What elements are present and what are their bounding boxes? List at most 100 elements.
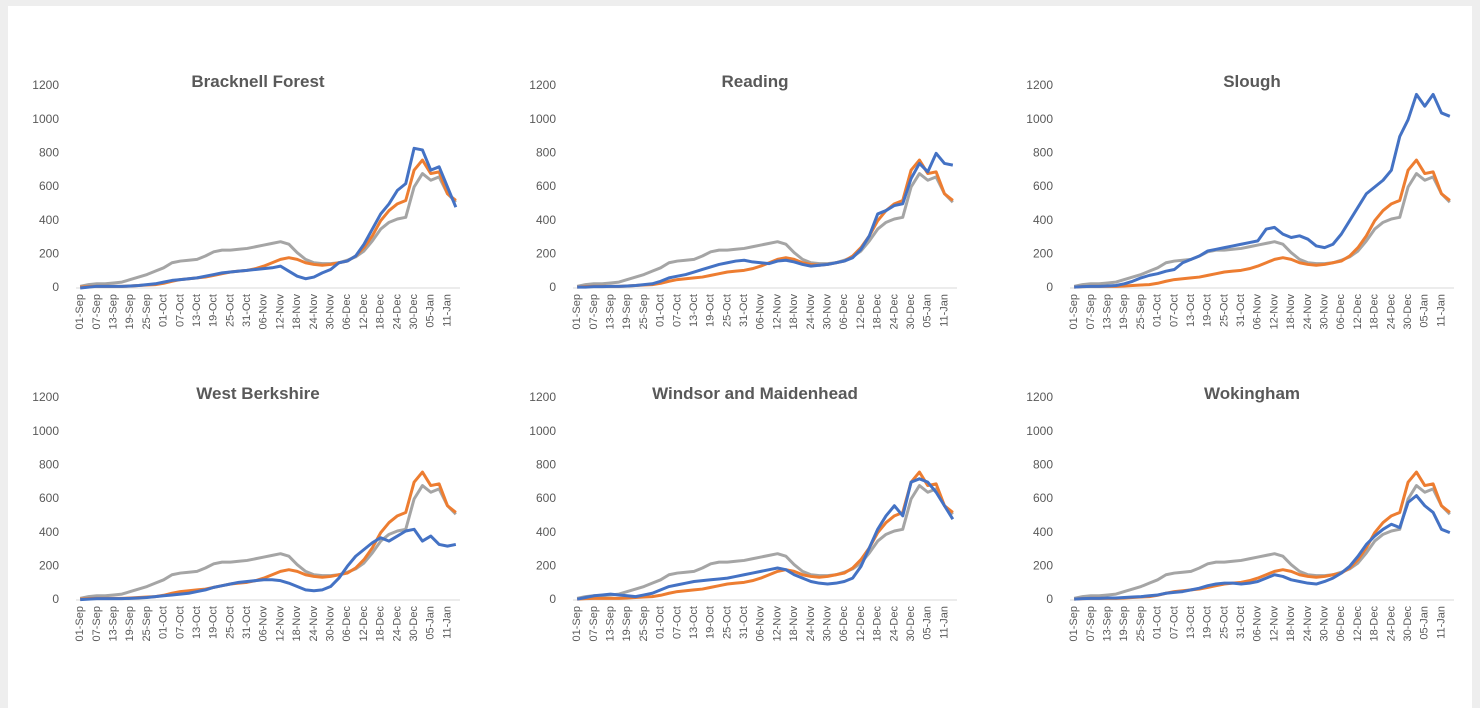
x-tick-label: 13-Oct: [1185, 294, 1197, 327]
x-tick-label: 25-Sep: [141, 606, 153, 641]
x-tick-label: 24-Nov: [805, 294, 817, 330]
x-tick-label: 13-Oct: [688, 606, 700, 639]
x-tick-label: 19-Sep: [1118, 606, 1130, 641]
x-tick-label: 06-Nov: [755, 294, 767, 330]
x-tick-label: 24-Nov: [1302, 606, 1314, 642]
y-tick-label: 1000: [1026, 424, 1053, 438]
x-tick-label: 13-Sep: [1101, 294, 1113, 329]
x-tick-label: 30-Nov: [1319, 294, 1331, 330]
y-tick-label: 1000: [32, 112, 59, 126]
x-tick-label: 06-Dec: [1335, 294, 1347, 330]
x-tick-label: 30-Dec: [408, 606, 420, 642]
x-tick-label: 07-Sep: [91, 606, 103, 641]
x-tick-label: 01-Oct: [1152, 606, 1164, 639]
x-tick-label: 25-Sep: [638, 606, 650, 641]
chart-title: Bracknell Forest: [191, 72, 325, 91]
x-tick-label: 18-Nov: [291, 606, 303, 642]
series-line: [1074, 158, 1451, 289]
x-tick-label: 19-Sep: [124, 606, 136, 641]
x-tick-label: 13-Oct: [191, 294, 203, 327]
x-tick-label: 24-Dec: [391, 606, 403, 642]
y-tick-label: 800: [1033, 146, 1053, 160]
x-tick-label: 01-Sep: [571, 294, 583, 329]
x-tick-label: 05-Jan: [1419, 606, 1431, 640]
x-tick-label: 24-Nov: [1302, 294, 1314, 330]
y-tick-label: 200: [536, 247, 556, 261]
series-line: [79, 172, 457, 288]
x-tick-label: 24-Dec: [888, 606, 900, 642]
chart-title: Slough: [1223, 72, 1281, 91]
x-tick-label: 07-Oct: [174, 294, 186, 327]
chart-panel: Bracknell Forest 0 200 400 600 800 1000 1200 01-…: [32, 72, 460, 329]
x-tick-label: 30-Nov: [822, 294, 834, 330]
x-tick-label: 18-Nov: [291, 294, 303, 330]
x-tick-label: 24-Dec: [391, 294, 403, 330]
x-tick-label: 25-Sep: [141, 294, 153, 329]
y-tick-label: 800: [39, 146, 59, 160]
x-tick-label: 07-Oct: [671, 606, 683, 639]
x-tick-label: 31-Oct: [738, 606, 750, 639]
chart-title: Reading: [721, 72, 788, 91]
x-tick-label: 07-Oct: [174, 606, 186, 639]
y-tick-label: 600: [39, 179, 59, 193]
y-tick-label: 800: [39, 458, 59, 472]
x-tick-label: 06-Dec: [838, 294, 850, 330]
x-tick-label: 12-Dec: [1352, 606, 1364, 642]
x-tick-label: 19-Sep: [621, 294, 633, 329]
x-tick-label: 13-Sep: [1101, 606, 1113, 641]
y-tick-label: 0: [549, 280, 556, 294]
x-tick-label: 01-Sep: [74, 606, 86, 641]
x-tick-label: 06-Nov: [258, 294, 270, 330]
x-tick-label: 06-Nov: [1252, 294, 1264, 330]
series-line: [1073, 172, 1451, 288]
y-tick-label: 400: [536, 213, 556, 227]
x-tick-label: 11-Jan: [1435, 294, 1447, 327]
series-line: [80, 146, 458, 290]
x-tick-label: 12-Dec: [855, 294, 867, 330]
x-tick-label: 11-Jan: [938, 294, 950, 327]
x-tick-label: 11-Jan: [938, 606, 950, 639]
x-tick-label: 30-Nov: [325, 294, 337, 330]
x-tick-label: 31-Oct: [241, 606, 253, 639]
x-tick-label: 01-Sep: [74, 294, 86, 329]
x-tick-label: 07-Oct: [1168, 294, 1180, 327]
x-tick-label: 18-Dec: [375, 606, 387, 642]
y-tick-label: 1000: [529, 424, 556, 438]
x-tick-label: 31-Oct: [241, 294, 253, 327]
series-line: [577, 151, 954, 289]
series-line: [1074, 92, 1451, 289]
x-tick-label: 06-Dec: [341, 606, 353, 642]
x-tick-label: 12-Nov: [771, 606, 783, 642]
y-tick-label: 400: [39, 525, 59, 539]
x-tick-label: 07-Oct: [1168, 606, 1180, 639]
x-tick-label: 12-Dec: [1352, 294, 1364, 330]
x-tick-label: 01-Sep: [1068, 606, 1080, 641]
x-tick-label: 24-Dec: [1385, 294, 1397, 330]
x-tick-label: 25-Oct: [721, 294, 733, 327]
y-tick-label: 1200: [1026, 390, 1053, 404]
x-tick-label: 19-Sep: [1118, 294, 1130, 329]
x-tick-label: 12-Dec: [358, 294, 370, 330]
y-tick-label: 600: [536, 179, 556, 193]
chart-title: Wokingham: [1204, 384, 1300, 403]
y-tick-label: 0: [549, 592, 556, 606]
x-tick-label: 19-Sep: [621, 606, 633, 641]
x-tick-label: 01-Oct: [158, 294, 170, 327]
x-tick-label: 07-Oct: [671, 294, 683, 327]
x-tick-label: 11-Jan: [1435, 606, 1447, 639]
y-tick-label: 200: [1033, 247, 1053, 261]
x-tick-label: 01-Sep: [1068, 294, 1080, 329]
x-tick-label: 05-Jan: [922, 294, 934, 328]
x-tick-label: 24-Dec: [888, 294, 900, 330]
series-line: [577, 158, 954, 289]
x-tick-label: 01-Oct: [655, 294, 667, 327]
x-tick-label: 30-Dec: [408, 294, 420, 330]
x-tick-label: 13-Sep: [107, 294, 119, 329]
series-line: [576, 484, 954, 600]
x-tick-label: 18-Dec: [1369, 606, 1381, 642]
x-tick-label: 18-Nov: [1285, 606, 1297, 642]
x-tick-label: 19-Oct: [1202, 606, 1214, 639]
x-tick-label: 25-Oct: [224, 294, 236, 327]
x-tick-label: 30-Nov: [822, 606, 834, 642]
